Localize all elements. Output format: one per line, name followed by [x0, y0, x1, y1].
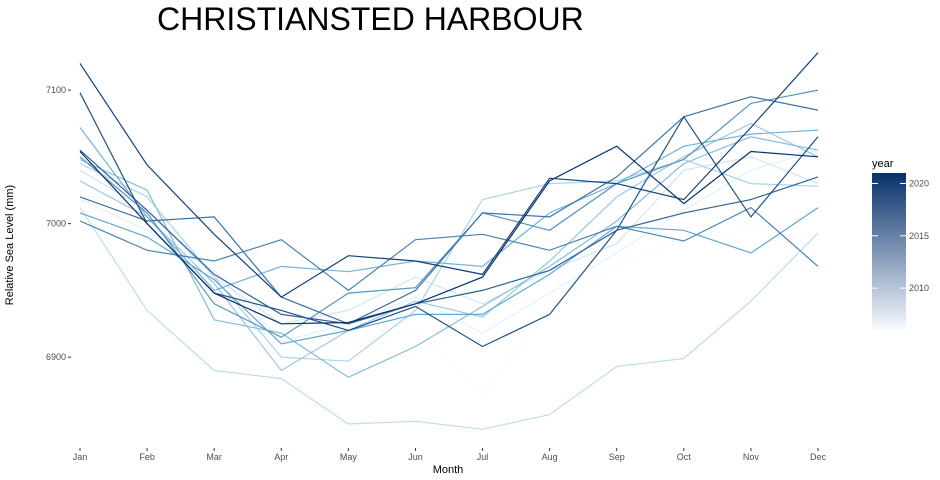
x-tick-label: Feb	[139, 452, 155, 462]
series-line-2018	[79, 149, 819, 325]
x-tick-label: Mar	[206, 452, 222, 462]
y-tick-label: 7100	[46, 85, 66, 95]
legend-ticks: 2010 2015 2020	[872, 178, 929, 293]
y-tick-label: 7000	[46, 219, 66, 229]
series-line-2014	[79, 207, 819, 345]
x-tick-label: May	[340, 452, 358, 462]
x-tick-label: Nov	[743, 452, 760, 462]
chart-title: CHRISTIANSTED HARBOUR	[157, 1, 584, 37]
x-tick-label: Oct	[677, 452, 692, 462]
legend-tick-label: 2020	[909, 178, 929, 188]
x-axis-title: Month	[433, 464, 464, 476]
series-line-2007	[79, 149, 819, 342]
y-tick-label: 6900	[46, 352, 66, 362]
series-line-2011	[79, 122, 819, 372]
legend-title: year	[872, 158, 894, 170]
y-axis: 6900 7000 7100	[46, 85, 71, 362]
series-line-2009	[79, 207, 819, 430]
y-axis-title: Relative Sea Level (mm)	[4, 185, 16, 305]
x-tick-label: Jun	[408, 452, 423, 462]
x-tick-label: Sep	[609, 452, 625, 462]
color-legend: year 2010 2015 2020	[872, 158, 929, 330]
x-tick-label: Apr	[274, 452, 288, 462]
series-line-2020	[79, 52, 819, 298]
series-line-2008	[79, 156, 819, 325]
x-tick-label: Aug	[542, 452, 558, 462]
legend-tick-label: 2015	[909, 231, 929, 241]
series-line-2013	[79, 127, 819, 292]
x-tick-label: Jul	[477, 452, 489, 462]
x-axis: Jan Feb Mar Apr May Jun Jul Aug Sep Oct Nov Dec	[73, 448, 827, 462]
series-lines	[79, 52, 819, 430]
series-line-2016	[79, 206, 819, 292]
legend-tick-label: 2010	[909, 283, 929, 293]
series-line-2019	[79, 92, 819, 348]
x-tick-label: Jan	[73, 452, 88, 462]
legend-colorbar	[872, 173, 906, 330]
x-tick-label: Dec	[810, 452, 827, 462]
series-line-2021	[79, 145, 819, 325]
series-line-2017	[79, 96, 819, 325]
series-line-2015	[79, 89, 819, 338]
